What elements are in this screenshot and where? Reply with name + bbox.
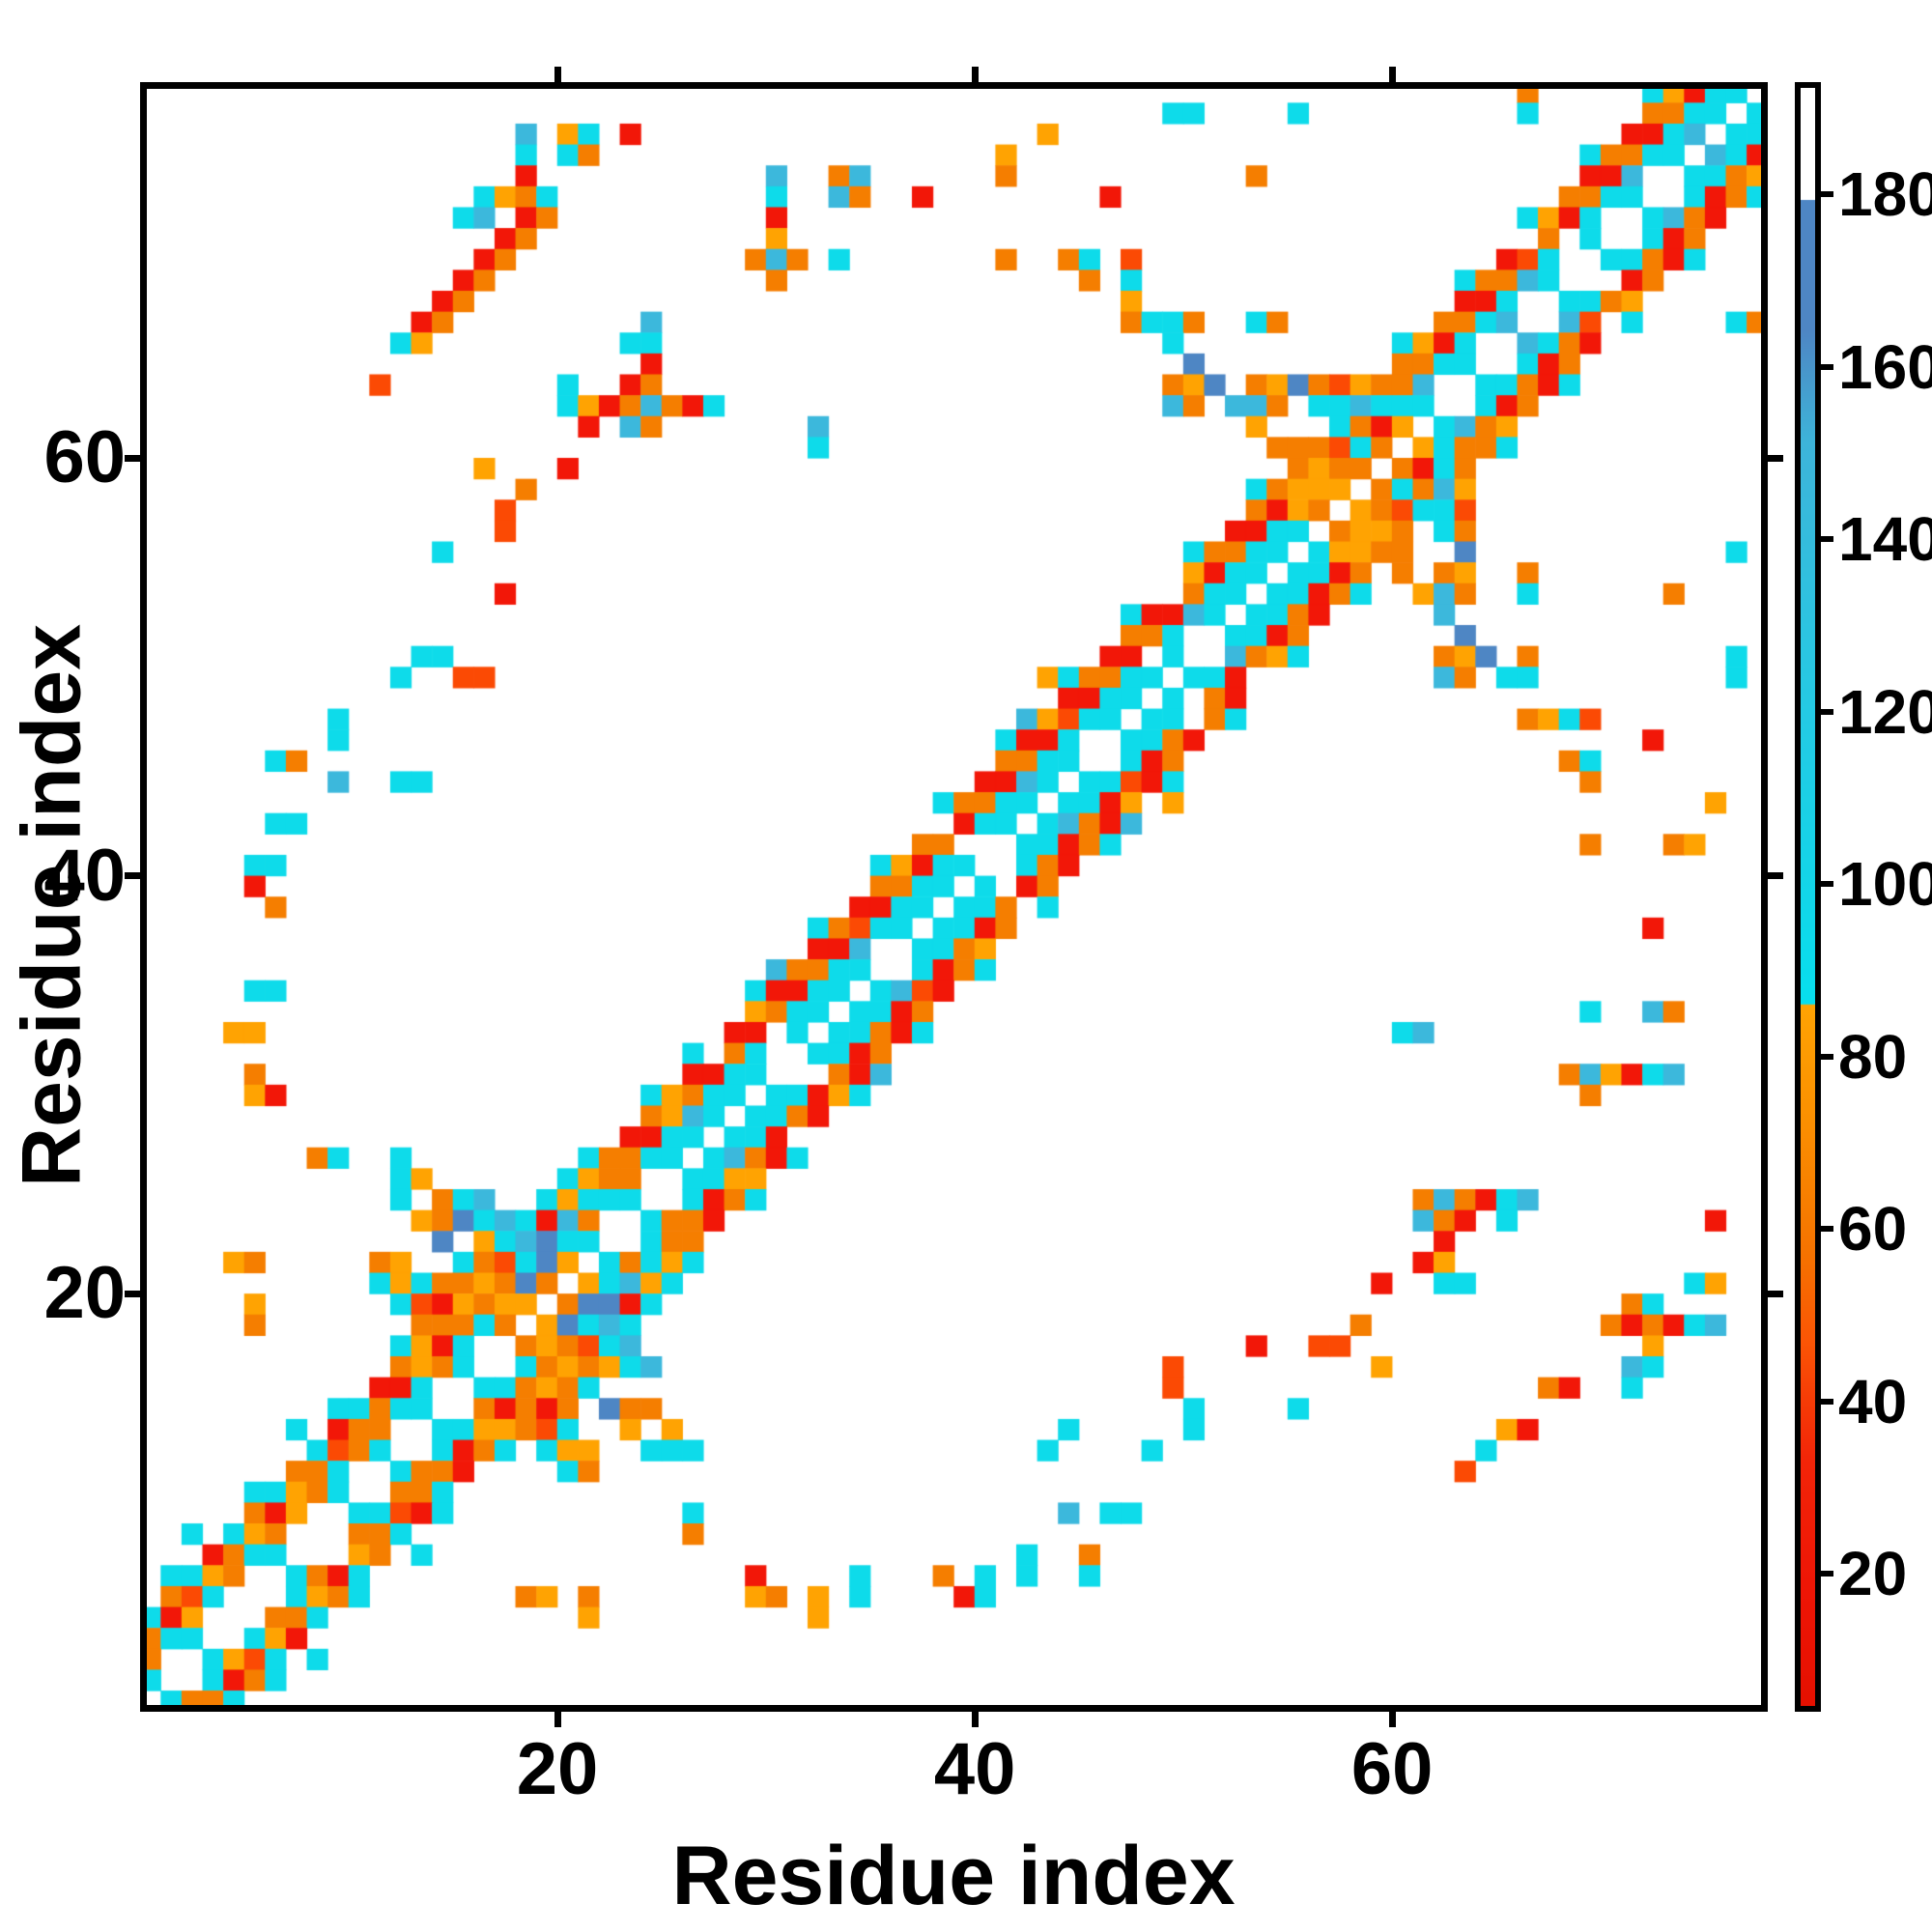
x-tick-label: 40 <box>933 1728 1016 1810</box>
x-tick-mark-bottom <box>554 1712 561 1727</box>
x-tick-mark-top <box>554 67 561 82</box>
colorbar-tick-mark <box>1821 1398 1833 1405</box>
colorbar-tick-mark <box>1821 363 1833 370</box>
y-tick-mark-right <box>1768 454 1783 462</box>
y-tick-mark-left <box>125 872 140 880</box>
colorbar-tick-label: 60 <box>1838 1194 1908 1264</box>
colorbar-tick-mark <box>1821 191 1833 198</box>
x-tick-label: 60 <box>1350 1728 1434 1810</box>
colorbar-tick-label: 20 <box>1838 1539 1908 1609</box>
y-axis-title: Residue index <box>5 623 99 1188</box>
y-tick-label: 60 <box>43 416 126 499</box>
y-tick-mark-right <box>1768 872 1783 880</box>
x-axis-title: Residue index <box>671 1830 1236 1922</box>
colorbar-tick-label: 40 <box>1838 1366 1908 1436</box>
y-tick-label: 40 <box>43 834 126 917</box>
colorbar-tick-label: 140 <box>1838 504 1932 575</box>
colorbar-tick-mark <box>1821 1226 1833 1233</box>
colorbar-tick-mark <box>1821 1053 1833 1060</box>
colorbar-tick-label: 100 <box>1838 849 1932 920</box>
colorbar-tick-mark <box>1821 708 1833 715</box>
colorbar-tick-mark <box>1821 536 1833 543</box>
y-tick-label: 20 <box>43 1252 126 1335</box>
colorbar-tick-label: 160 <box>1838 331 1932 402</box>
contact-map-canvas <box>140 82 1768 1712</box>
y-tick-mark-right <box>1768 1290 1783 1297</box>
y-tick-mark-left <box>125 454 140 462</box>
colorbar-tick-label: 80 <box>1838 1021 1908 1092</box>
x-tick-mark-top <box>971 67 979 82</box>
colorbar-tick-mark <box>1821 1571 1833 1577</box>
colorbar-tick-label: 120 <box>1838 676 1932 747</box>
colorbar <box>1795 82 1821 1712</box>
y-tick-mark-left <box>125 1290 140 1297</box>
x-tick-mark-top <box>1388 67 1396 82</box>
x-tick-mark-bottom <box>971 1712 979 1727</box>
colorbar-tick-mark <box>1821 881 1833 888</box>
colorbar-tick-label: 180 <box>1838 159 1932 230</box>
x-tick-mark-bottom <box>1388 1712 1396 1727</box>
x-tick-label: 20 <box>516 1728 599 1810</box>
